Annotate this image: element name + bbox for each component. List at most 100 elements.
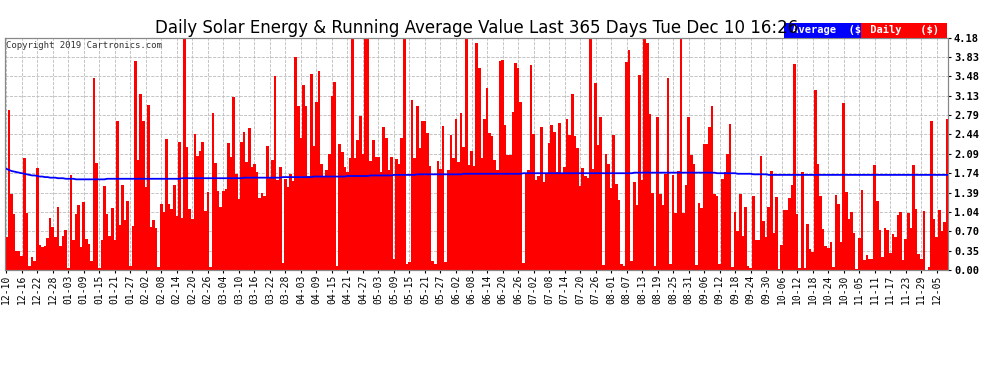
Bar — [82, 202, 85, 270]
Bar — [775, 197, 778, 270]
Bar — [892, 234, 894, 270]
Bar — [547, 144, 550, 270]
Bar — [289, 174, 292, 270]
Bar — [865, 255, 868, 270]
Bar — [121, 185, 124, 270]
Bar — [72, 240, 74, 270]
Bar — [759, 156, 762, 270]
Bar — [806, 224, 809, 270]
Bar — [95, 163, 98, 270]
Bar — [160, 204, 162, 270]
Bar — [633, 182, 636, 270]
Bar — [600, 117, 602, 270]
Bar — [737, 231, 740, 270]
Bar — [641, 180, 644, 270]
Bar — [152, 220, 154, 270]
Bar — [822, 229, 825, 270]
Bar — [201, 142, 204, 270]
Bar — [873, 165, 876, 270]
Bar — [13, 214, 15, 270]
Bar — [98, 268, 101, 270]
Bar — [307, 176, 310, 270]
Bar — [592, 169, 594, 270]
Bar — [475, 43, 478, 270]
Bar — [623, 266, 626, 270]
Bar — [550, 125, 553, 270]
Bar — [509, 155, 512, 270]
Bar — [167, 204, 170, 270]
Bar — [85, 239, 88, 270]
Bar — [858, 238, 860, 270]
Bar — [664, 174, 666, 270]
Bar — [653, 266, 656, 270]
Bar — [780, 245, 783, 270]
Bar — [434, 264, 437, 270]
Bar — [788, 198, 791, 270]
Bar — [607, 164, 610, 270]
Bar — [732, 267, 734, 270]
Bar — [713, 194, 716, 270]
Bar — [157, 267, 160, 270]
Bar — [605, 154, 607, 270]
Bar — [716, 195, 719, 270]
Bar — [313, 147, 315, 270]
Bar — [348, 158, 351, 270]
Bar — [165, 139, 167, 270]
Bar — [359, 116, 361, 270]
Bar — [61, 236, 64, 270]
Bar — [31, 257, 34, 270]
Bar — [470, 151, 473, 270]
Bar — [486, 88, 488, 270]
Bar — [894, 237, 897, 270]
Bar — [74, 214, 77, 270]
Bar — [80, 247, 82, 270]
Bar — [382, 126, 385, 270]
Bar — [341, 153, 344, 270]
Bar — [772, 234, 775, 270]
Bar — [631, 261, 633, 270]
Bar — [10, 195, 13, 270]
Bar — [553, 132, 555, 270]
Bar — [586, 178, 589, 270]
Text: Copyright 2019 Cartronics.com: Copyright 2019 Cartronics.com — [6, 41, 161, 50]
Bar — [796, 214, 799, 270]
Bar — [830, 242, 833, 270]
Bar — [708, 127, 711, 270]
Bar — [228, 142, 230, 270]
Bar — [276, 180, 279, 270]
Bar — [752, 196, 754, 270]
Bar — [889, 253, 892, 270]
Bar — [706, 144, 708, 270]
Bar — [292, 182, 294, 270]
Bar — [907, 213, 910, 270]
Bar — [626, 62, 628, 270]
Bar — [778, 268, 780, 270]
Bar — [452, 158, 454, 270]
Bar — [721, 179, 724, 270]
Bar — [344, 166, 346, 270]
Bar — [56, 207, 59, 270]
Bar — [222, 191, 225, 270]
Bar — [374, 157, 377, 270]
Bar — [129, 266, 132, 270]
Bar — [514, 63, 517, 270]
Bar — [884, 228, 886, 270]
Bar — [530, 65, 533, 270]
Bar — [369, 160, 372, 270]
Bar — [695, 265, 698, 270]
Bar — [677, 171, 679, 270]
Bar — [520, 102, 522, 270]
Bar — [827, 248, 830, 270]
Bar — [749, 268, 752, 270]
Bar — [393, 259, 395, 270]
Bar — [294, 57, 297, 270]
Bar — [899, 212, 902, 270]
Bar — [507, 155, 509, 270]
Bar — [581, 168, 584, 270]
Bar — [473, 166, 475, 270]
Bar — [825, 246, 827, 270]
Bar — [602, 265, 605, 270]
Bar — [871, 259, 873, 270]
Bar — [331, 96, 334, 270]
Bar — [59, 246, 61, 270]
